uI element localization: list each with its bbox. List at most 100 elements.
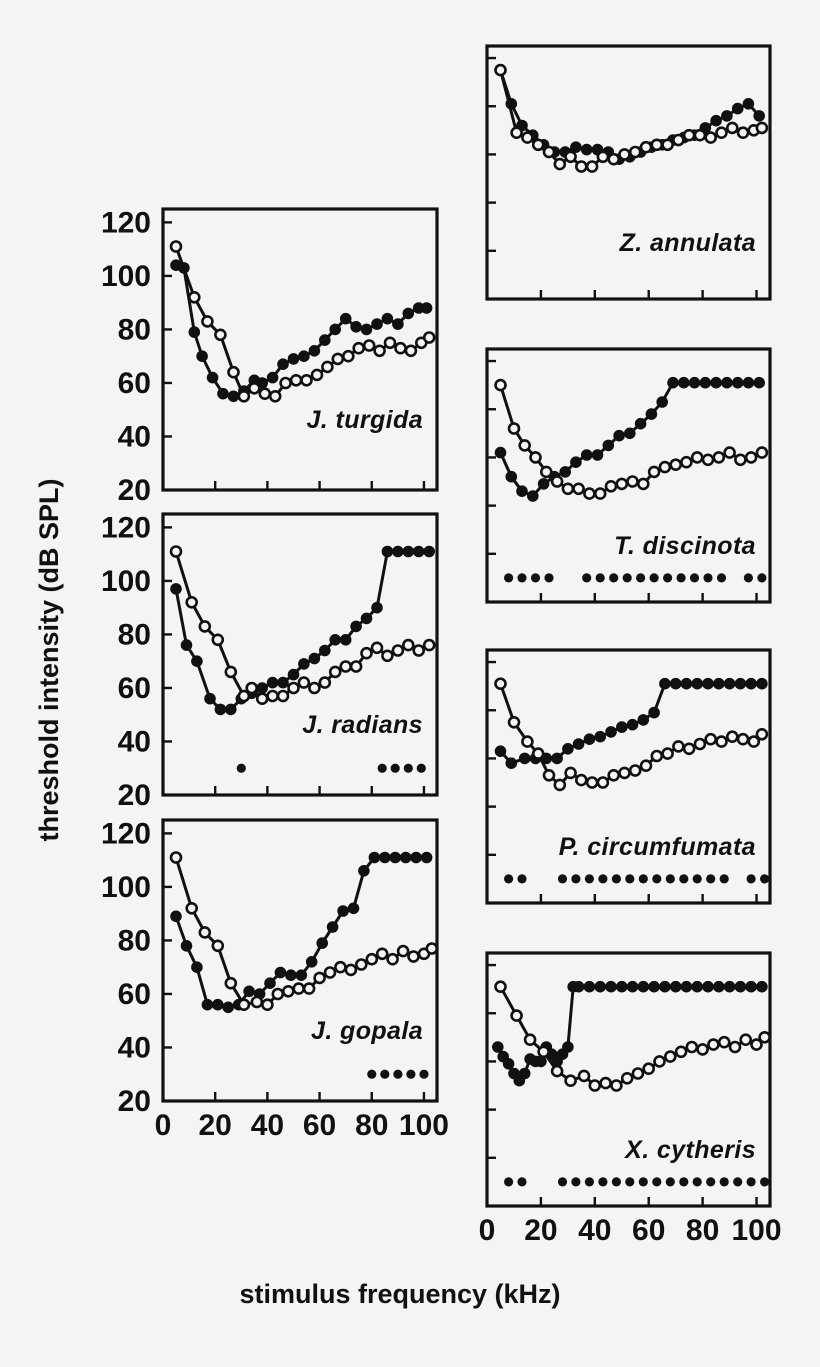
data-point-open [712,451,726,464]
stimulus-dot [504,874,514,884]
data-point-filled [287,353,300,365]
data-point-open [618,148,631,161]
data-point-open [185,901,198,915]
data-point-filled [347,902,360,915]
stimulus-dot [598,1177,608,1187]
data-point-filled [594,980,606,993]
data-point-filled [305,955,318,968]
data-point-open [531,138,545,152]
data-point-open [650,749,664,763]
stimulus-dot [679,1177,689,1187]
x-tick-label: 20 [199,1109,232,1142]
data-point-filled [350,620,362,633]
data-point-open [693,737,707,751]
stimulus-dot [679,874,689,884]
data-point-open [610,1079,623,1092]
data-point-filled [378,851,391,864]
data-point-open [422,638,436,652]
data-point-open [717,1035,731,1049]
data-point-open [281,984,295,998]
data-point-filled [756,677,768,690]
data-point-open [615,477,629,491]
data-point-filled [615,980,628,993]
stimulus-dot [380,1069,390,1079]
stimulus-dot [676,573,686,583]
panel-j-radians: 20 40 60 80 100 120 J. radians [101,511,439,812]
data-point-filled [691,677,703,690]
data-point-open [318,676,332,689]
stimulus-dot [719,1177,729,1187]
data-point-open [214,328,227,342]
data-point-filled [516,485,528,497]
data-point-open [237,998,251,1012]
data-point-filled [402,545,415,558]
data-point-open [310,368,324,382]
data-point-open [300,373,313,387]
stimulus-dot [746,874,756,884]
x-tick-label: 60 [303,1109,336,1142]
data-point-filled [494,446,507,459]
data-point-filled [712,677,725,690]
stimulus-dot [236,763,246,773]
y-tick-label: 100 [101,565,151,598]
stimulus-dot [416,763,426,773]
data-point-open [401,638,415,652]
data-point-filled [702,980,714,993]
data-point-open [211,633,225,647]
data-point-open [674,1045,688,1059]
data-point-open [341,349,355,363]
data-point-open [704,732,718,746]
data-point-filled [339,312,352,325]
y-tick-label: 40 [118,725,151,758]
stimulus-dot [571,1177,581,1187]
data-point-filled [339,633,352,646]
data-point-filled [626,980,639,993]
data-point-open [715,735,728,748]
data-point-filled [420,851,433,864]
data-point-open [383,336,397,350]
data-point-filled [243,985,255,998]
data-point-filled [494,745,507,757]
stimulus-dot [719,874,729,884]
stimulus-dot [706,874,716,884]
data-point-filled [613,429,625,442]
data-point-open [396,944,410,958]
data-point-filled [570,141,582,153]
data-point-open [521,131,534,144]
data-point-open [344,963,358,977]
data-point-filled [329,323,341,336]
data-point-open [728,1040,742,1054]
data-point-open [334,960,347,974]
stimulus-dot [733,1177,743,1187]
data-point-open [701,453,715,467]
data-point-filled [212,998,224,1011]
data-point-open [725,121,739,135]
data-point-open [352,341,366,355]
data-point-open [494,677,507,691]
stimulus-dot [611,874,622,884]
data-point-filled [360,323,373,336]
data-point-filled [580,449,593,461]
data-point-filled [680,980,693,993]
data-point-filled [594,730,606,743]
data-point-filled [677,376,690,389]
data-point-open [494,980,507,994]
stimulus-dot [403,763,413,773]
plot-frame [161,512,439,797]
species-label-t-discinota: T. discinota [614,532,756,560]
data-point-filled [295,969,308,981]
data-point-open [339,660,353,673]
data-point-open [297,676,311,689]
y-tick-label: 120 [101,206,151,239]
data-point-filled [699,376,712,389]
y-tick-label: 120 [101,511,151,544]
data-point-open [682,742,696,756]
data-point-open [672,133,685,147]
panel-z-annulata: Z. annulata [485,44,772,301]
data-point-filled [583,733,596,745]
data-point-filled [537,478,550,490]
data-point-open [349,660,363,673]
data-point-filled [605,980,617,993]
